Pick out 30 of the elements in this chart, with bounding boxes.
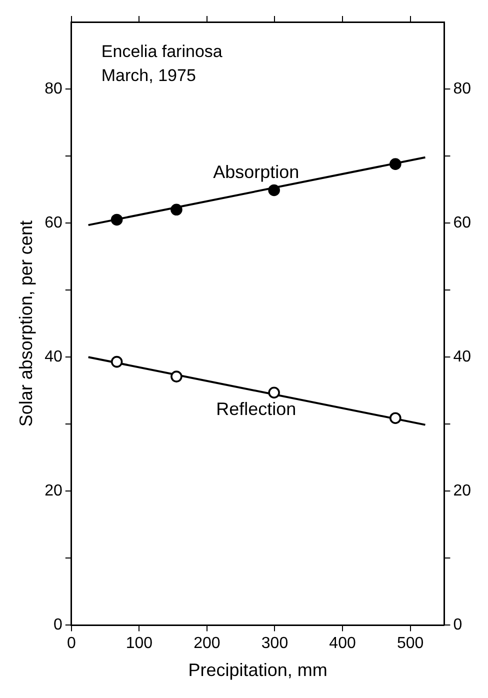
y-axis-title: Solar absorption, per cent [16, 220, 36, 427]
annotation: Encelia farinosa [101, 42, 223, 62]
x-tick-label: 300 [261, 635, 288, 652]
annotation: March, 1975 [101, 66, 196, 86]
point [268, 386, 280, 399]
x-axis-title: Precipitation, mm [188, 660, 328, 680]
series-label: Reflection [216, 399, 296, 420]
x-tick-label: 400 [329, 635, 356, 652]
series-label: Absorption [213, 162, 300, 182]
x-tick-label: 500 [396, 635, 424, 652]
x-tick-label: 0 [66, 635, 76, 652]
y2-tick-label: 80 [453, 80, 472, 98]
y-tick-label: 0 [53, 616, 62, 634]
x-tick-label: 100 [126, 635, 153, 652]
point [170, 204, 182, 216]
x-tick-label: 200 [194, 635, 220, 652]
point [110, 356, 123, 368]
point [390, 158, 402, 170]
y2-tick-label: 0 [453, 616, 462, 634]
y-tick-label: 40 [44, 348, 62, 366]
y2-tick-label: 60 [453, 214, 472, 232]
point [110, 214, 123, 226]
y2-tick-label: 40 [453, 348, 472, 366]
point [268, 184, 280, 196]
y-tick-label: 80 [44, 80, 62, 98]
y-tick-label: 60 [44, 214, 62, 232]
y-tick-label: 20 [44, 482, 62, 500]
point [390, 412, 402, 424]
y2-tick-label: 20 [453, 482, 472, 500]
point [170, 370, 182, 382]
